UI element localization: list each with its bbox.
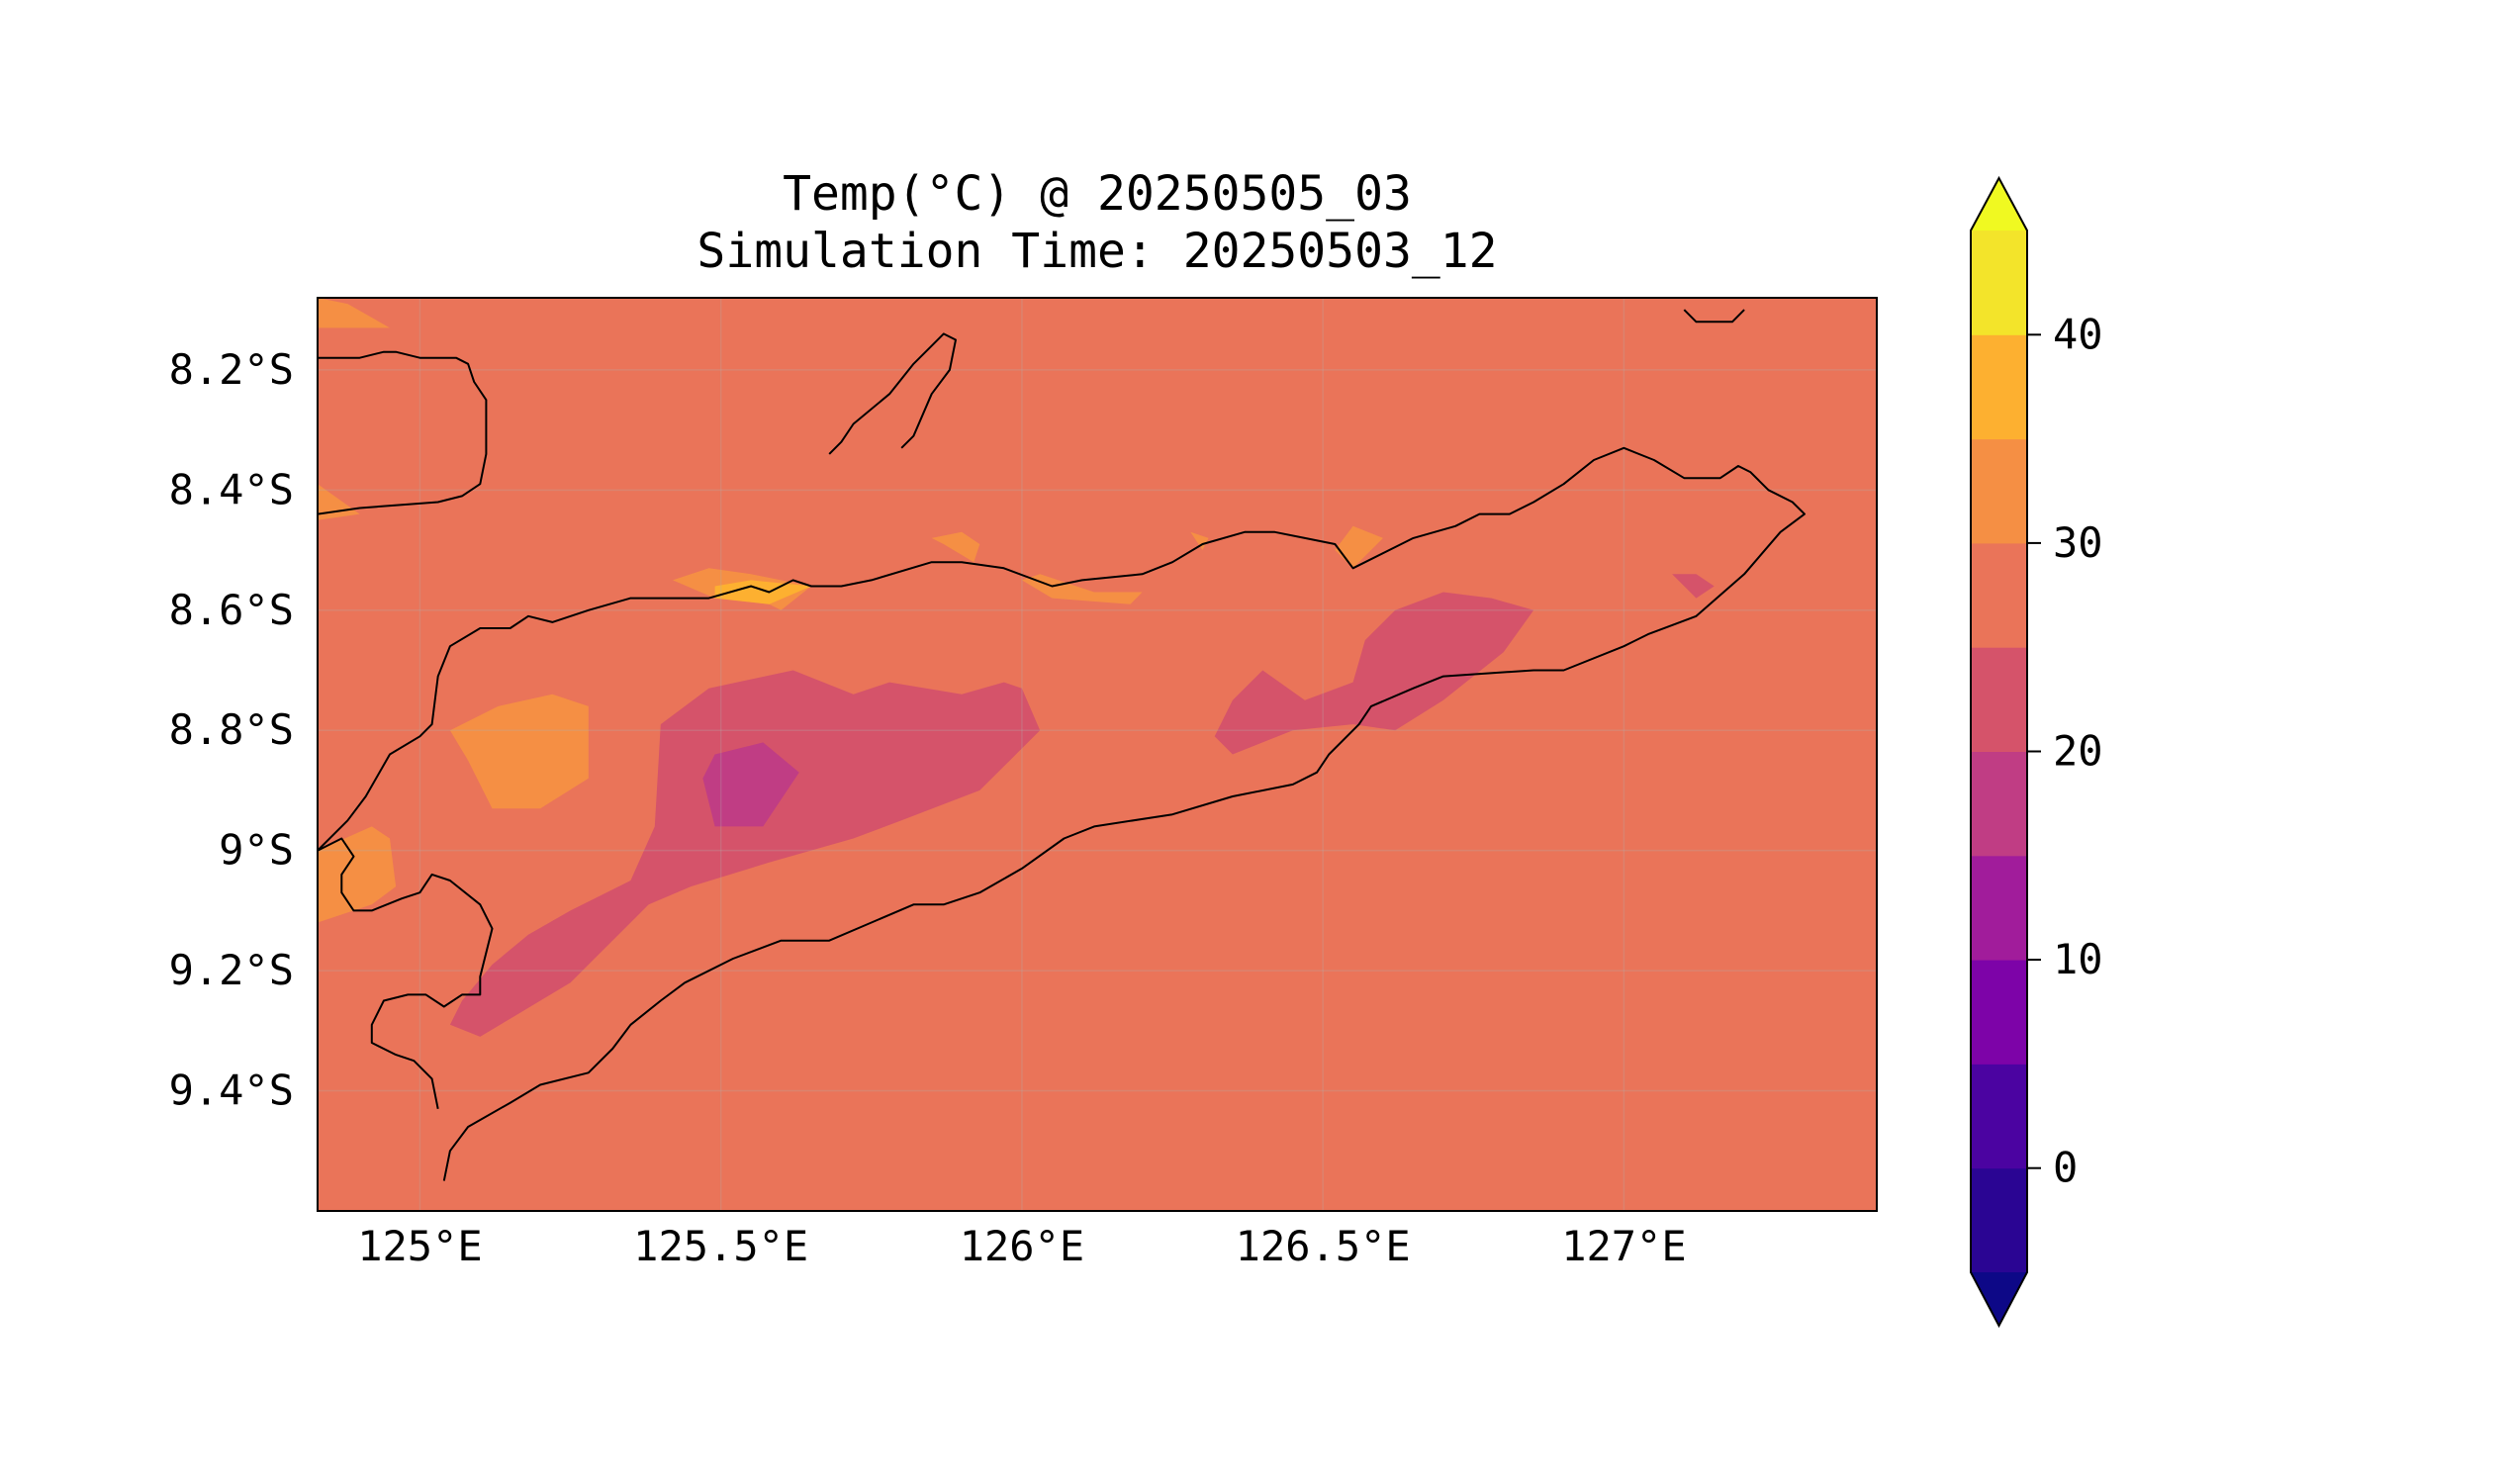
colorbar-over-arrow — [1971, 178, 2027, 231]
lon-tick-label: 126°E — [960, 1222, 1084, 1270]
coastlines — [318, 309, 1806, 1181]
lon-tick-label: 125°E — [357, 1222, 482, 1270]
colorbar-level — [1971, 1167, 2027, 1273]
colorbar-level — [1971, 542, 2027, 648]
temperature-contours — [318, 298, 1715, 1037]
contour-30-35 — [318, 826, 397, 923]
contour-30-35 — [318, 484, 360, 520]
lat-tick-label: 8.6°S — [169, 586, 294, 634]
lon-tick-label: 125.5°E — [633, 1222, 808, 1270]
map-subtitle: Simulation Time: 20250503_12 — [696, 224, 1498, 279]
colorbar-level — [1971, 1064, 2027, 1169]
colorbar-tick-label: 10 — [2053, 935, 2103, 983]
map-title: Temp(°C) @ 20250505_03 — [783, 166, 1412, 222]
lat-tick-label: 8.4°S — [169, 465, 294, 513]
lat-tick-label: 8.8°S — [169, 705, 294, 754]
coastline — [318, 837, 494, 1109]
contour-30-35 — [449, 694, 589, 809]
contour-15-20 — [702, 742, 799, 827]
coastline — [318, 446, 1806, 1181]
colorbar-level — [1971, 334, 2027, 440]
contour-30-35 — [1335, 525, 1383, 569]
lat-tick-label: 9.4°S — [169, 1067, 294, 1115]
lat-tick-label: 8.2°S — [169, 345, 294, 394]
colorbar-tick-label: 0 — [2053, 1144, 2078, 1192]
colorbar-tick-label: 30 — [2053, 518, 2103, 567]
colorbar-tick-label: 20 — [2053, 727, 2103, 776]
latitude-axis: 8.2°S 8.4°S 8.6°S 8.8°S 9°S 9.2°S 9.4°S — [169, 345, 294, 1115]
contour-30-35 — [318, 298, 390, 328]
colorbar-level — [1971, 751, 2027, 857]
coastline — [318, 350, 488, 515]
colorbar-level — [1971, 855, 2027, 961]
coastline — [828, 332, 957, 455]
lat-tick-label: 9°S — [219, 826, 294, 875]
contour-20-25 — [449, 670, 1041, 1037]
colorbar-level — [1971, 438, 2027, 544]
colorbar-level — [1971, 647, 2027, 752]
colorbar-outline — [1970, 175, 2028, 1329]
contour-30-35 — [1190, 531, 1209, 550]
contour-30-35 — [1021, 574, 1143, 604]
coastline — [1683, 309, 1745, 324]
contour-35-40 — [714, 580, 811, 604]
colorbar-ticks: 0 10 20 30 40 — [2027, 310, 2103, 1192]
longitude-axis: 125°E 125.5°E 126°E 126.5°E 127°E — [357, 1222, 1686, 1270]
contour-20-25 — [1214, 592, 1534, 755]
lon-tick-label: 127°E — [1561, 1222, 1686, 1270]
colorbar-tick-label: 40 — [2053, 310, 2103, 358]
lat-tick-label: 9.2°S — [169, 946, 294, 994]
colorbar-level — [1971, 960, 2027, 1065]
map-frame — [317, 297, 1878, 1212]
map-panel: 125°E 125.5°E 126°E 126.5°E 127°E 8.2°S 8.4°S… — [169, 297, 1878, 1270]
gridlines — [318, 298, 1877, 1211]
contour-20-25 — [1672, 574, 1715, 599]
colorbar-under-arrow — [1971, 1272, 2027, 1326]
lon-tick-label: 126.5°E — [1236, 1222, 1411, 1270]
contour-30-35 — [931, 531, 980, 563]
colorbar: 0 10 20 30 40 — [1970, 175, 2103, 1329]
colorbar-level — [1971, 231, 2027, 335]
